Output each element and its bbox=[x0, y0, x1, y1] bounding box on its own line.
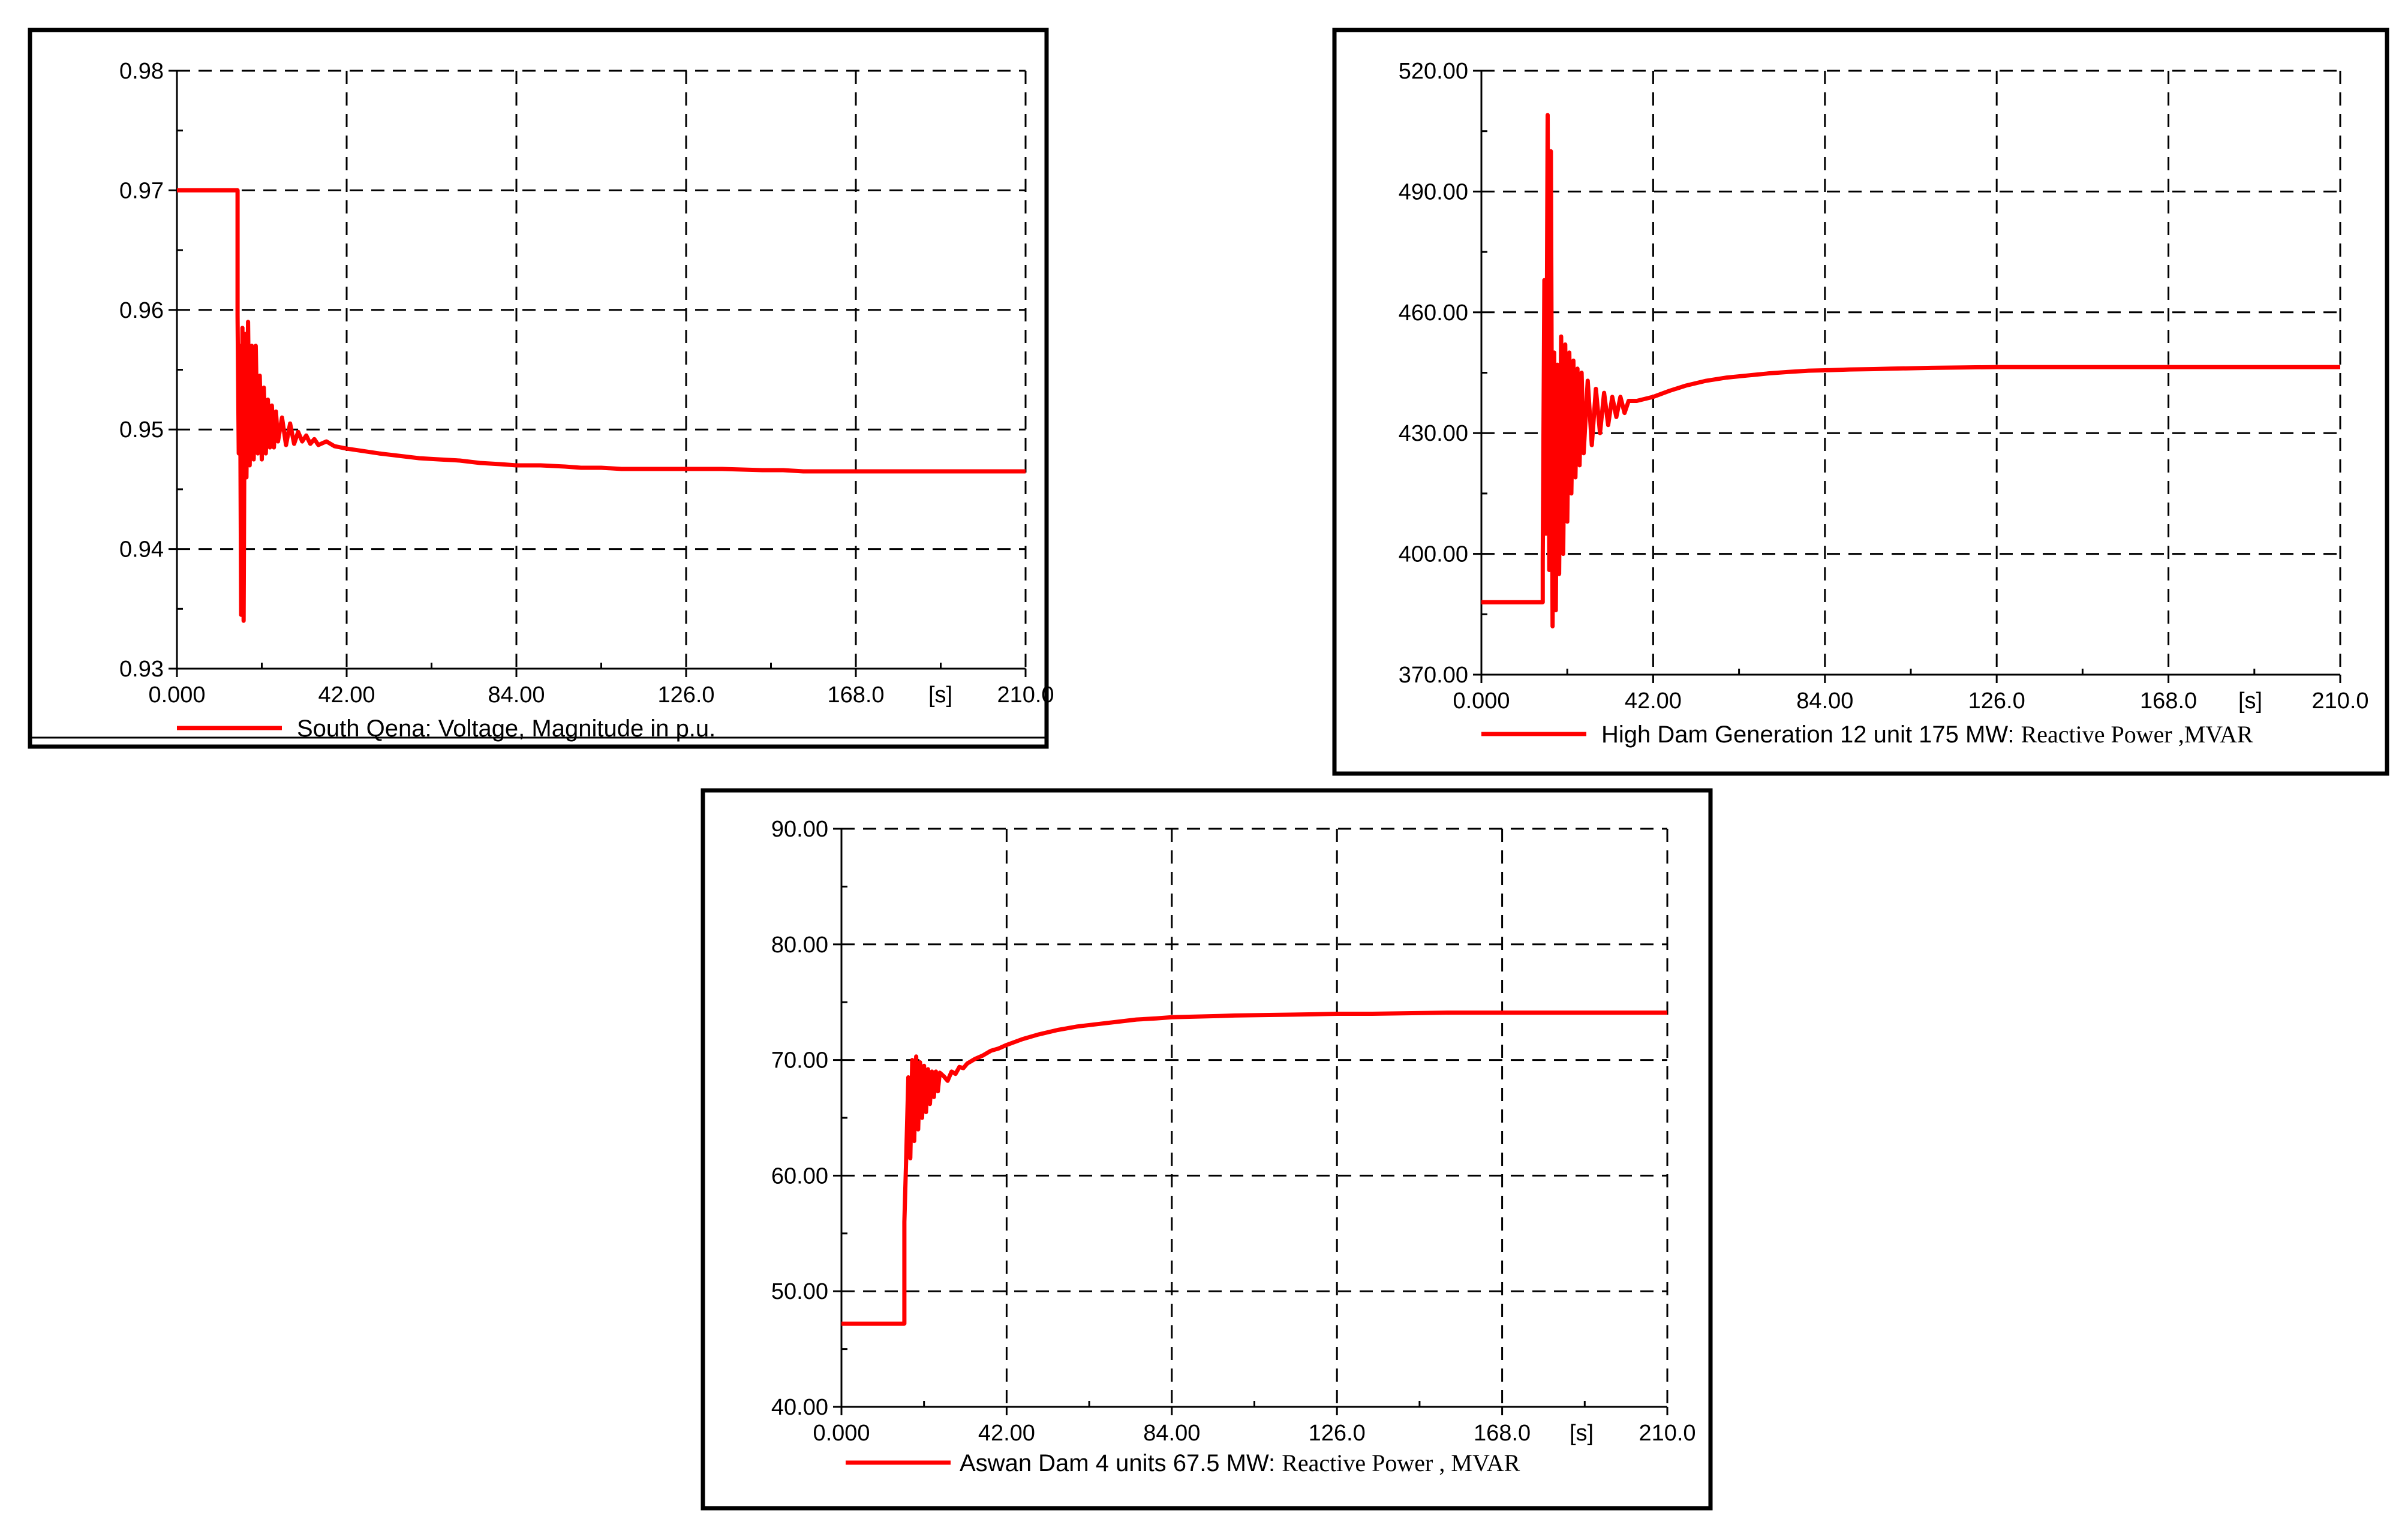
y-tick-label: 0.95 bbox=[119, 417, 164, 443]
x-tick-label: 42.00 bbox=[978, 1421, 1035, 1446]
x-tick-label: 42.00 bbox=[1625, 688, 1682, 714]
y-tick-label: 460.00 bbox=[1399, 300, 1468, 326]
series-line bbox=[841, 1010, 1667, 1326]
y-tick-label: 90.00 bbox=[771, 817, 828, 842]
legend-text-part: Reactive Power , MVAR bbox=[1282, 1449, 1520, 1476]
y-tick-label: 430.00 bbox=[1399, 421, 1468, 446]
y-tick-label: 0.94 bbox=[119, 537, 164, 563]
x-tick-label: 84.00 bbox=[488, 682, 545, 708]
y-tick-label: 490.00 bbox=[1399, 179, 1468, 204]
series-line bbox=[1481, 113, 2340, 628]
legend-text-part: Aswan Dam 4 units 67.5 MW: bbox=[960, 1450, 1282, 1476]
x-tick-label: 168.0 bbox=[2140, 688, 2197, 714]
chart-panel-aswan-dam-reactive-power: 40.00 50.00 60.00 70.00 80.00 90.00 0.000 42.00… bbox=[701, 788, 1713, 1511]
x-tick-label: 168.0 bbox=[1474, 1421, 1531, 1446]
x-tick-label: 84.00 bbox=[1143, 1421, 1200, 1446]
chart-panel-high-dam-reactive-power: 370.00 400.00 430.00 460.00 490.00 520.00 0.00… bbox=[1332, 28, 2389, 776]
y-tick-label: 50.00 bbox=[771, 1279, 828, 1304]
x-tick-label: 42.00 bbox=[318, 682, 375, 708]
legend: High Dam Generation 12 unit 175 MW: Reac… bbox=[1481, 721, 2253, 748]
y-tick-label: 0.98 bbox=[119, 59, 164, 84]
legend-text-part: Reactive Power ,MVAR bbox=[2021, 721, 2253, 748]
panel-frame bbox=[1332, 28, 2389, 776]
legend-text-part: High Dam Generation 12 unit 175 MW: bbox=[1601, 721, 2021, 748]
x-tick-label: 168.0 bbox=[827, 682, 884, 708]
x-tick-label: 0.000 bbox=[813, 1421, 870, 1446]
x-tick-label: 0.000 bbox=[148, 682, 205, 708]
x-tick-label: 210.0 bbox=[997, 682, 1054, 708]
legend-text-part: South Qena: Voltage, Magnitude in p.u. bbox=[297, 715, 716, 742]
x-unit-label: [s] bbox=[1570, 1421, 1594, 1446]
chart-panel-south-qena-voltage: 0.93 0.94 0.95 0.96 0.97 0.98 0.000 42.00 84.00 1… bbox=[28, 28, 1054, 749]
legend-label: South Qena: Voltage, Magnitude in p.u. bbox=[297, 715, 716, 742]
y-tick-label: 0.93 bbox=[119, 657, 164, 682]
x-tick-label: 126.0 bbox=[1309, 1421, 1366, 1446]
y-tick-label: 400.00 bbox=[1399, 542, 1468, 567]
panel-frame bbox=[28, 28, 1049, 749]
y-tick-label: 60.00 bbox=[771, 1163, 828, 1189]
x-tick-label: 126.0 bbox=[1968, 688, 2025, 714]
y-tick-label: 0.97 bbox=[119, 178, 164, 203]
x-unit-label: [s] bbox=[2238, 688, 2262, 714]
y-tick-label: 70.00 bbox=[771, 1048, 828, 1073]
series-line bbox=[177, 188, 1026, 623]
x-tick-label: 126.0 bbox=[657, 682, 714, 708]
panel-frame bbox=[701, 788, 1713, 1511]
y-tick-label: 520.00 bbox=[1399, 59, 1468, 84]
x-tick-label: 210.0 bbox=[1639, 1421, 1695, 1446]
legend: South Qena: Voltage, Magnitude in p.u. bbox=[177, 715, 716, 742]
y-tick-label: 0.96 bbox=[119, 298, 164, 323]
legend-label: Aswan Dam 4 units 67.5 MW: Reactive Powe… bbox=[960, 1449, 1520, 1476]
y-tick-label: 370.00 bbox=[1399, 663, 1468, 688]
y-tick-label: 80.00 bbox=[771, 933, 828, 958]
legend-label: High Dam Generation 12 unit 175 MW: Reac… bbox=[1601, 721, 2253, 748]
y-tick-label: 40.00 bbox=[771, 1395, 828, 1420]
x-unit-label: [s] bbox=[928, 682, 952, 708]
x-tick-label: 84.00 bbox=[1796, 688, 1853, 714]
x-tick-label: 210.0 bbox=[2311, 688, 2368, 714]
x-tick-label: 0.000 bbox=[1453, 688, 1510, 714]
legend: Aswan Dam 4 units 67.5 MW: Reactive Powe… bbox=[846, 1449, 1520, 1476]
